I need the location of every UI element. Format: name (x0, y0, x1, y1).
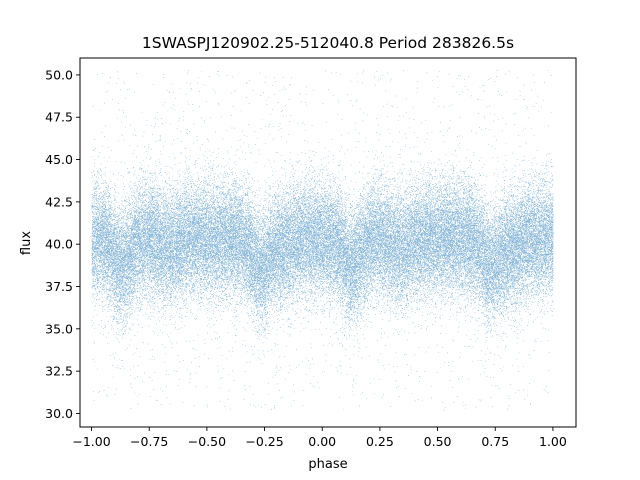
y-tick-label: 40.0 (45, 237, 73, 252)
data-points (91, 69, 554, 411)
x-tick-label: −0.25 (245, 434, 283, 449)
x-tick-label: 0.00 (308, 434, 336, 449)
y-tick-label: 30.0 (45, 406, 73, 421)
x-axis-label: phase (308, 457, 347, 472)
x-tick-label: −1.00 (72, 434, 110, 449)
y-axis: 30.0 32.5 35.0 37.5 40.0 42.5 45.0 47.5 50.0 (45, 67, 80, 421)
y-tick-label: 42.5 (45, 194, 73, 209)
x-tick-label: 0.75 (481, 434, 509, 449)
x-tick-label: 0.25 (366, 434, 394, 449)
y-tick-label: 35.0 (45, 321, 73, 336)
y-tick-label: 45.0 (45, 152, 73, 167)
y-axis-label: flux (19, 231, 34, 255)
scatter-points (91, 69, 554, 411)
x-tick-label: −0.75 (130, 434, 168, 449)
y-tick-label: 32.5 (45, 364, 73, 379)
plot-frame (79, 57, 577, 428)
y-tick-label: 50.0 (45, 67, 73, 82)
x-axis: −1.00 −0.75 −0.50 −0.25 0.00 0.25 0.50 0.75 1.00 (72, 427, 567, 449)
y-tick-label: 47.5 (45, 110, 73, 125)
y-tick-label: 37.5 (45, 279, 73, 294)
x-tick-label: 0.50 (424, 434, 452, 449)
chart-title: 1SWASPJ120902.25-512040.8 Period 283826.… (142, 34, 514, 52)
x-tick-label: −0.50 (188, 434, 226, 449)
x-tick-label: 1.00 (539, 434, 567, 449)
